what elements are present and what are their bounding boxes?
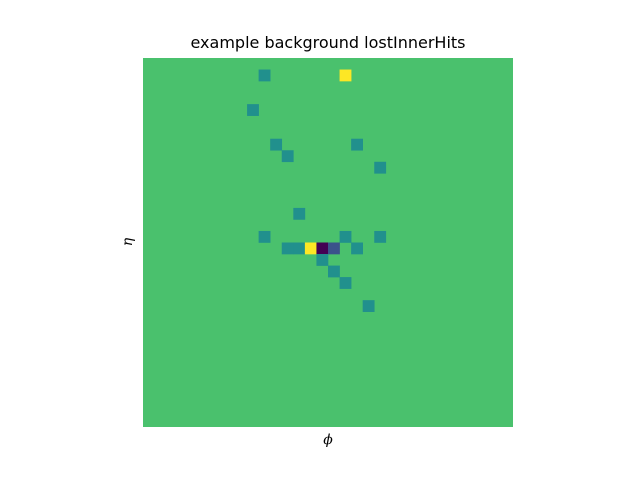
heatmap-cell — [247, 104, 259, 116]
heatmap-cell — [328, 242, 340, 255]
heatmap — [143, 58, 513, 427]
heatmap-cell — [374, 161, 387, 174]
heatmap-cell — [304, 242, 317, 255]
heatmap-cells — [247, 69, 387, 312]
heatmap-cell — [316, 242, 329, 255]
heatmap-cell — [258, 69, 271, 82]
heatmap-cell — [270, 138, 283, 151]
heatmap-cell — [362, 300, 375, 312]
heatmap-cell — [281, 242, 294, 255]
heatmap-cell — [316, 254, 329, 266]
heatmap-cell — [281, 150, 294, 163]
heatmap-cell — [339, 230, 352, 243]
heatmap-cell — [293, 242, 306, 255]
heatmap-cell — [351, 242, 363, 255]
chart-title: example background lostInnerHits — [190, 33, 466, 52]
heatmap-cell — [328, 265, 340, 278]
heatmap-cell — [339, 69, 352, 82]
heatmap-cell — [293, 207, 306, 220]
heatmap-cell — [258, 230, 271, 243]
heatmap-cell — [339, 277, 352, 289]
heatmap-cell — [374, 230, 387, 243]
x-axis-label: ϕ — [323, 432, 333, 448]
heatmap-cell — [351, 138, 363, 151]
y-axis-label: η — [120, 237, 136, 247]
